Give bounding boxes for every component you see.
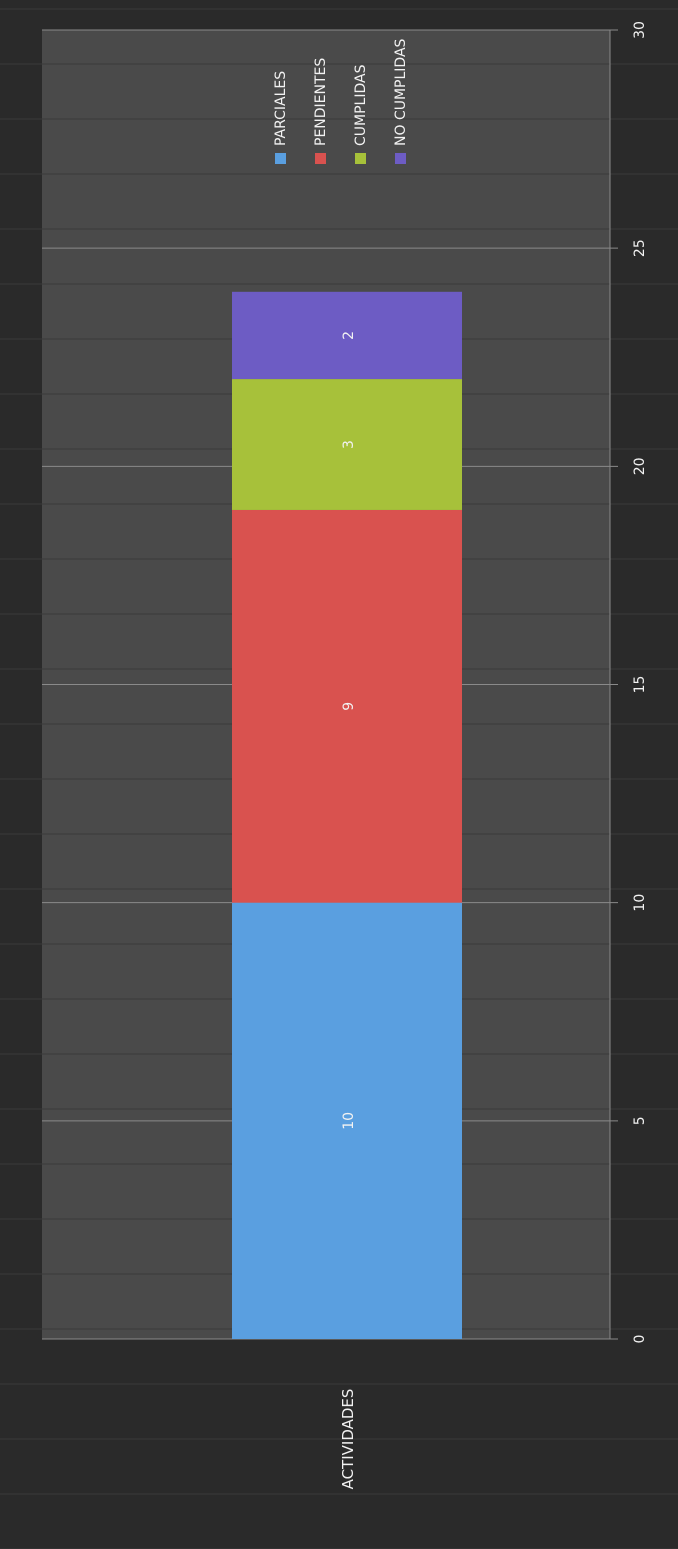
bar-segment (232, 902, 462, 1339)
legend-label: PARCIALES (273, 71, 289, 146)
x-tick-label: 30 (632, 21, 648, 39)
legend-label: PENDIENTES (313, 58, 329, 146)
legend-label: CUMPLIDAS (353, 64, 369, 146)
x-tick-label: 10 (632, 894, 648, 912)
legend-swatch (395, 153, 406, 164)
x-tick-label: 5 (632, 1116, 648, 1125)
legend-label: NO CUMPLIDAS (393, 38, 409, 146)
x-tick-label: 15 (632, 676, 648, 694)
data-label: 2 (341, 331, 357, 340)
x-tick-label: 20 (632, 457, 648, 475)
data-label: 3 (341, 440, 357, 449)
x-axis: 0 5 10 15 20 25 30 (609, 21, 648, 1344)
bar-segment (232, 291, 462, 380)
legend-swatch (315, 153, 326, 164)
y-axis: ACTIVIDADES (339, 1389, 357, 1490)
x-tick-label: 25 (632, 239, 648, 257)
bar-segment (232, 379, 462, 510)
category-label: ACTIVIDADES (339, 1389, 357, 1490)
data-label: 10 (341, 1112, 357, 1130)
bar-segment (232, 509, 462, 903)
x-tick-label: 0 (632, 1335, 648, 1344)
data-label: 9 (341, 702, 357, 711)
legend-swatch (275, 153, 286, 164)
bar-stack: 10 9 3 2 (232, 291, 462, 1339)
legend-swatch (355, 153, 366, 164)
legend: PARCIALES PENDIENTES CUMPLIDAS NO CUMPLIDAS (273, 38, 409, 164)
